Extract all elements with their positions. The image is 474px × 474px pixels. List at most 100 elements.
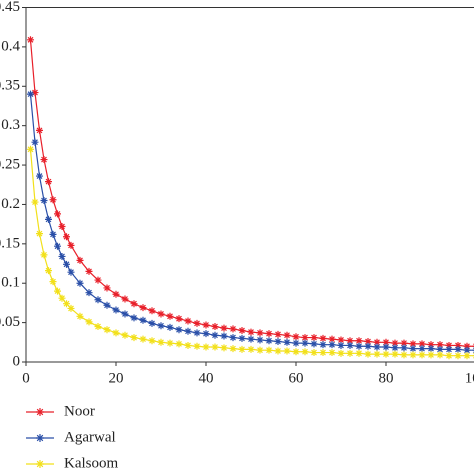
point-marker [355, 337, 363, 345]
point-marker [301, 334, 309, 342]
point-marker [292, 339, 300, 347]
legend-label: Agarwal [64, 429, 116, 445]
point-marker [130, 334, 138, 342]
point-marker [58, 294, 66, 302]
point-marker [445, 352, 453, 360]
point-marker [76, 279, 84, 287]
point-marker [121, 310, 129, 318]
point-marker [238, 326, 246, 334]
point-marker [175, 340, 183, 348]
point-marker [130, 300, 138, 308]
point-marker [220, 332, 228, 340]
point-marker [256, 346, 264, 354]
point-marker [193, 329, 201, 337]
point-marker [391, 339, 399, 347]
point-marker [436, 341, 444, 349]
point-marker [67, 268, 75, 276]
point-marker [364, 342, 372, 350]
point-marker [94, 323, 102, 331]
point-marker [355, 342, 363, 350]
x-tick-label: 80 [379, 370, 394, 386]
point-marker [454, 352, 462, 360]
point-marker [103, 326, 111, 334]
point-marker [166, 312, 174, 320]
point-marker [157, 310, 165, 318]
point-marker [256, 329, 264, 337]
point-marker [283, 338, 291, 346]
point-marker [36, 230, 43, 238]
point-marker [400, 339, 408, 347]
y-tick-label: 0.4 [1, 38, 20, 54]
point-marker [382, 338, 390, 346]
y-tick-label: 0.3 [1, 117, 20, 133]
point-marker [265, 346, 273, 354]
point-marker [175, 326, 183, 334]
point-marker [229, 345, 237, 353]
point-marker [139, 335, 147, 343]
point-marker [63, 300, 70, 308]
point-marker [130, 314, 138, 322]
point-marker [27, 36, 34, 44]
point-marker [373, 338, 381, 346]
point-marker [346, 341, 354, 349]
point-marker [283, 331, 291, 339]
point-marker [346, 337, 354, 345]
point-marker [400, 344, 408, 352]
point-marker [36, 172, 43, 180]
y-tick-label: 0.15 [0, 235, 20, 251]
point-marker [265, 330, 273, 338]
point-marker [54, 287, 61, 295]
y-tick-label: 0.05 [0, 314, 20, 330]
x-tick-label: 100 [465, 370, 474, 386]
point-marker [49, 230, 57, 238]
point-marker [112, 306, 120, 314]
point-marker [310, 349, 318, 357]
point-marker [211, 343, 219, 351]
point-marker [220, 324, 228, 332]
point-marker [31, 138, 39, 146]
point-marker [45, 215, 52, 223]
point-marker [121, 295, 129, 303]
point-marker [427, 341, 435, 349]
point-marker [40, 197, 48, 205]
point-marker [85, 318, 93, 326]
point-marker [94, 296, 102, 304]
legend-label: Kalsoom [64, 455, 118, 471]
point-marker [292, 333, 300, 341]
point-marker [229, 334, 237, 342]
point-marker [391, 350, 399, 358]
legend-marker [36, 460, 44, 468]
y-tick-label: 0.2 [1, 196, 20, 212]
point-marker [346, 349, 354, 357]
point-marker [202, 343, 210, 351]
x-tick-label: 20 [109, 370, 124, 386]
point-marker [319, 334, 327, 342]
y-tick-label: 0.45 [0, 0, 20, 15]
point-marker [211, 331, 219, 339]
point-marker [382, 343, 390, 351]
point-marker [292, 348, 300, 356]
point-marker [256, 336, 264, 344]
point-marker [463, 342, 471, 350]
point-marker [310, 340, 318, 348]
point-marker [409, 340, 417, 348]
point-marker [427, 351, 435, 359]
point-marker [373, 343, 381, 351]
point-marker [148, 307, 156, 315]
point-marker [202, 321, 210, 329]
point-marker [427, 345, 435, 353]
legend-entry: Agarwal [26, 429, 116, 445]
point-marker [27, 145, 34, 153]
plot-frame [25, 7, 474, 363]
point-marker [319, 349, 327, 357]
point-marker [328, 335, 336, 343]
point-marker [121, 331, 129, 339]
point-marker [193, 342, 201, 350]
point-marker [238, 334, 246, 342]
point-marker [112, 290, 120, 298]
point-marker [220, 344, 228, 352]
point-marker [202, 330, 210, 338]
point-marker [364, 338, 372, 346]
point-marker [211, 323, 219, 331]
